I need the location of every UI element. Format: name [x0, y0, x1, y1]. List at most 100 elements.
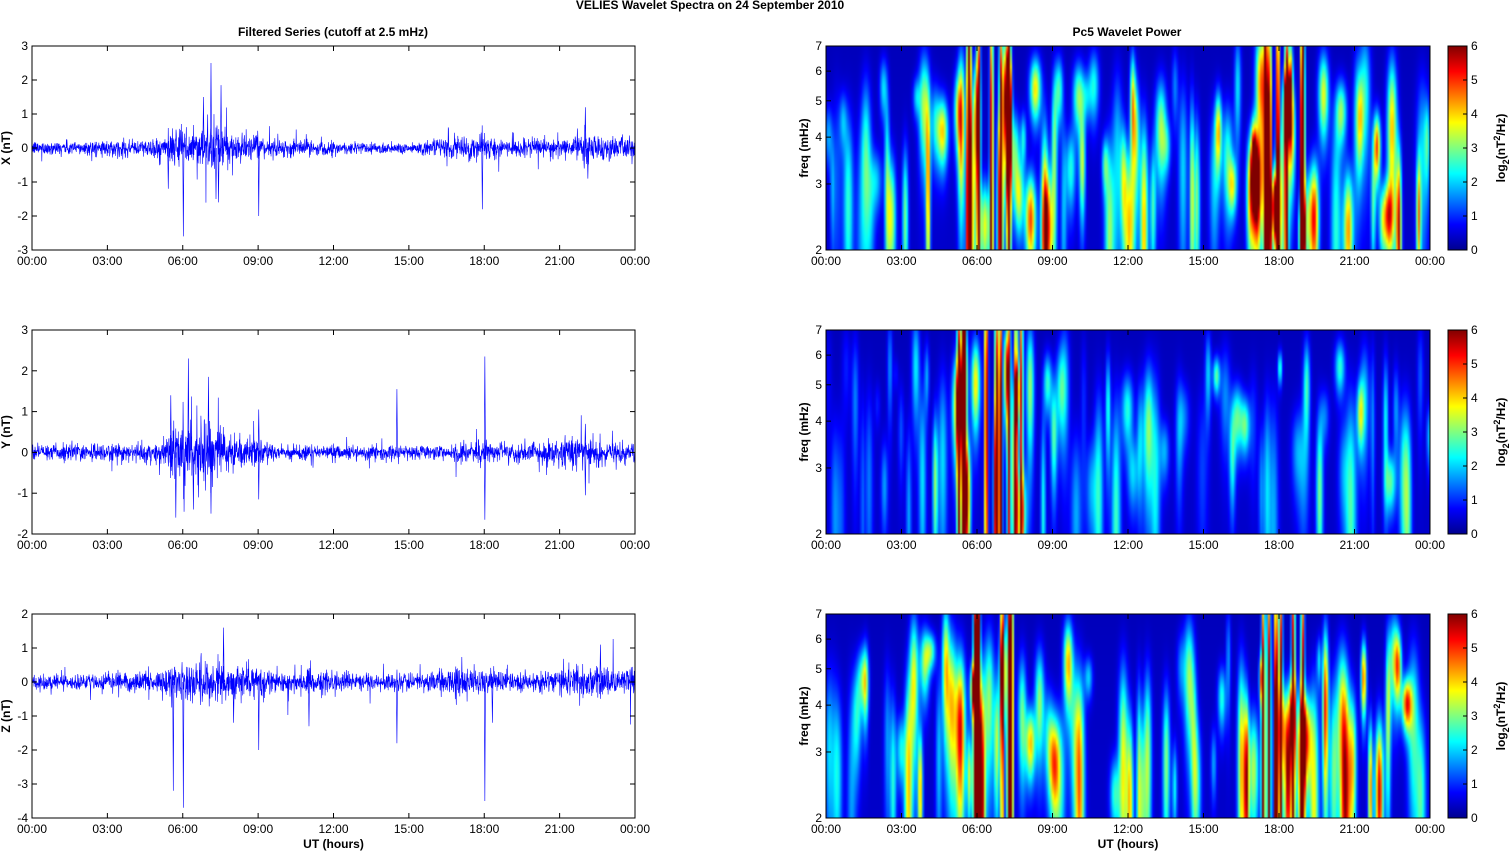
series-xtick-label: 06:00: [168, 822, 198, 836]
series-xtick-label: 03:00: [92, 822, 122, 836]
colorbar-tick-label: 1: [1471, 777, 1478, 791]
wavelet-ytick-label: 7: [815, 39, 822, 53]
wavelet-xtick-label: 12:00: [1113, 538, 1143, 552]
series-trace-x: [32, 62, 635, 237]
series-ytick-label: 1: [21, 107, 28, 121]
series-ytick-label: 1: [21, 641, 28, 655]
wavelet-xtick-label: 21:00: [1339, 254, 1369, 268]
colorbar-z: 0 1 2 3 4 5 6 log2(nT2/Hz): [1447, 607, 1511, 825]
colorbar-tick-label: 0: [1471, 527, 1478, 541]
colorbar-tick-label: 3: [1471, 425, 1478, 439]
series-ytick-label: 3: [21, 323, 28, 337]
series-xlabel: UT (hours): [303, 837, 364, 851]
series-ytick-label: -1: [17, 486, 28, 500]
wavelet-xtick-label: 06:00: [962, 254, 992, 268]
series-ytick-label: -3: [17, 777, 28, 791]
wavelet-xtick-label: 00:00: [811, 538, 841, 552]
wavelet-xtick-label: 00:00: [811, 254, 841, 268]
wavelet-panel-z: 2 3 4 5 6 7 00:00 03:00 06:00 09:00 12:00 15:00 18:0…: [797, 607, 1511, 851]
series-trace-y: [32, 356, 635, 520]
colorbar-label: log2(nT2/Hz): [1492, 682, 1511, 751]
wavelet-xtick-label: 09:00: [1037, 254, 1067, 268]
colorbar-tick-label: 1: [1471, 493, 1478, 507]
colorbar-tick-label: 3: [1471, 141, 1478, 155]
wavelet-xtick-label: 18:00: [1264, 254, 1294, 268]
series-trace-z: [32, 627, 635, 808]
series-xtick-label: 18:00: [469, 822, 499, 836]
series-ylabel: Y (nT): [0, 415, 13, 449]
series-ytick-label: 0: [21, 445, 28, 459]
series-ytick-label: 2: [21, 364, 28, 378]
wavelet-xtick-label: 00:00: [1415, 254, 1445, 268]
wavelet-ytick-label: 2: [815, 811, 822, 825]
series-axes-frame: [31, 329, 636, 535]
wavelet-panel-x: 2 3 4 5 6 7 00:00 03:00 06:00 09:00 12:00 15:00 18:0…: [797, 39, 1511, 268]
series-xtick-label: 09:00: [243, 822, 273, 836]
wavelet-ytick-label: 6: [815, 348, 822, 362]
wavelet-ylabel: freq (mHz): [797, 686, 811, 745]
wavelet-ytick-label: 3: [815, 177, 822, 191]
series-xtick-label: 12:00: [318, 538, 348, 552]
wavelet-ytick-label: 4: [815, 414, 822, 428]
wavelet-ylabel: freq (mHz): [797, 118, 811, 177]
series-xtick-label: 18:00: [469, 538, 499, 552]
colorbar-tick-label: 4: [1471, 675, 1478, 689]
series-panel-y: -2 -1 0 1 2 3 00:00 03:00 06:00 09:00 12:00 15:00 18…: [0, 323, 650, 552]
series-ytick-label: 2: [21, 73, 28, 87]
wavelet-xtick-label: 15:00: [1188, 822, 1218, 836]
series-ylabel: X (nT): [0, 131, 13, 165]
series-ytick-label: -2: [17, 209, 28, 223]
wavelet-ytick-label: 5: [815, 94, 822, 108]
wavelet-ytick-label: 3: [815, 461, 822, 475]
colorbar-tick-label: 2: [1471, 459, 1478, 473]
wavelet-ytick-label: 5: [815, 662, 822, 676]
wavelet-ylabel: freq (mHz): [797, 402, 811, 461]
wavelet-xtick-label: 00:00: [1415, 538, 1445, 552]
wavelet-xtick-label: 12:00: [1113, 822, 1143, 836]
colorbar-tick-label: 2: [1471, 743, 1478, 757]
series-xtick-label: 21:00: [545, 822, 575, 836]
colorbar-tick-label: 5: [1471, 641, 1478, 655]
wavelet-ytick-label: 7: [815, 607, 822, 621]
wavelet-ytick-label: 6: [815, 64, 822, 78]
wavelet-power-image: [826, 330, 1430, 534]
right-column-title: Pc5 Wavelet Power: [1073, 25, 1182, 39]
series-xtick-label: 15:00: [394, 254, 424, 268]
series-xtick-label: 00:00: [17, 254, 47, 268]
wavelet-xtick-label: 12:00: [1113, 254, 1143, 268]
wavelet-xtick-label: 15:00: [1188, 254, 1218, 268]
series-ytick-label: -4: [17, 811, 28, 825]
wavelet-xtick-label: 00:00: [1415, 822, 1445, 836]
colorbar-label: log2(nT2/Hz): [1492, 398, 1511, 467]
wavelet-xlabel: UT (hours): [1098, 837, 1159, 851]
series-panel-x: -3 -2 -1 0 1 2 3 00:00 03:00 06:00 09:00 12:00 15:00…: [0, 39, 650, 268]
wavelet-xtick-label: 03:00: [886, 254, 916, 268]
series-xtick-label: 21:00: [545, 254, 575, 268]
series-xtick-label: 12:00: [318, 254, 348, 268]
series-ytick-label: 0: [21, 141, 28, 155]
series-ytick-label: -2: [17, 527, 28, 541]
colorbar-tick-label: 0: [1471, 243, 1478, 257]
series-xtick-label: 00:00: [620, 538, 650, 552]
series-axes-frame: [31, 613, 636, 819]
colorbar-label: log2(nT2/Hz): [1492, 114, 1511, 183]
colorbar-tick-label: 6: [1471, 607, 1478, 621]
series-xtick-label: 03:00: [92, 538, 122, 552]
colorbar-tick-label: 4: [1471, 107, 1478, 121]
wavelet-ytick-label: 4: [815, 698, 822, 712]
colorbar-tick-label: 2: [1471, 175, 1478, 189]
series-xtick-label: 15:00: [394, 822, 424, 836]
wavelet-ytick-label: 5: [815, 378, 822, 392]
series-xtick-label: 15:00: [394, 538, 424, 552]
series-xtick-label: 00:00: [620, 254, 650, 268]
series-ytick-label: 3: [21, 39, 28, 53]
colorbar-tick-label: 4: [1471, 391, 1478, 405]
series-ylabel: Z (nT): [0, 699, 13, 732]
colorbar-y: 0 1 2 3 4 5 6 log2(nT2/Hz): [1447, 323, 1511, 541]
series-xtick-label: 06:00: [168, 254, 198, 268]
series-ytick-label: 0: [21, 675, 28, 689]
series-panel-z: -4 -3 -2 -1 0 1 2 00:00 03:00 06:00 09:00 12:00 15:0…: [0, 607, 650, 851]
left-column-title: Filtered Series (cutoff at 2.5 mHz): [238, 25, 428, 39]
series-xtick-label: 06:00: [168, 538, 198, 552]
